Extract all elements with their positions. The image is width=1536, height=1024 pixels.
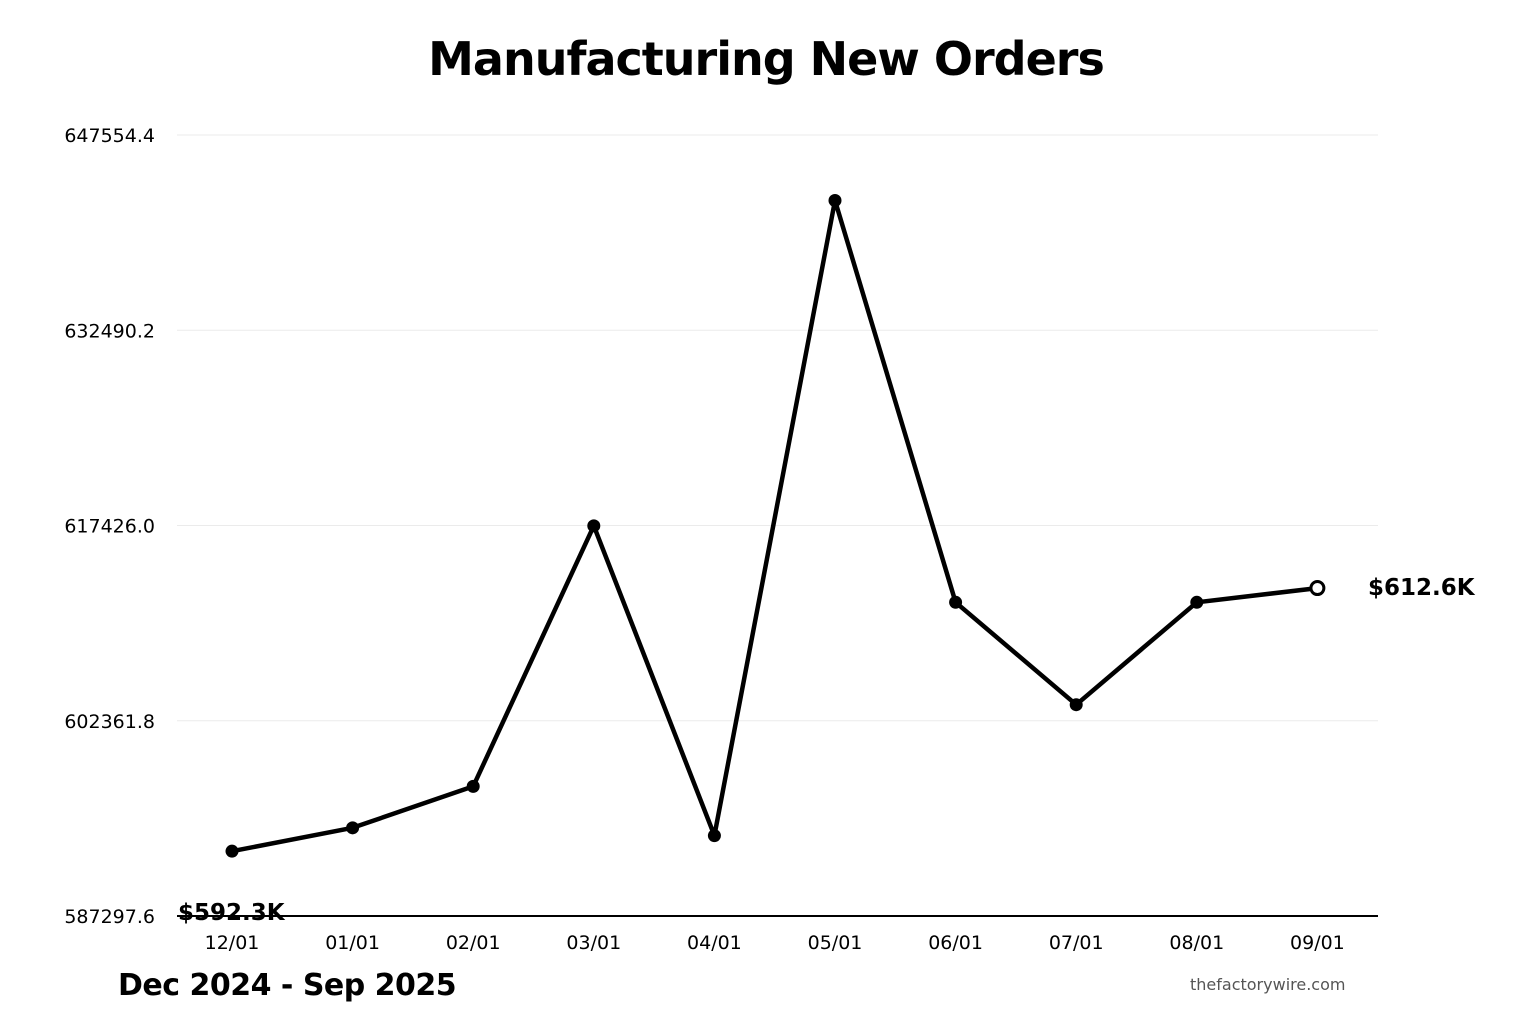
data-point — [1190, 595, 1204, 609]
data-point — [346, 821, 360, 835]
data-point-latest — [1309, 580, 1326, 597]
x-tick-label: 12/01 — [205, 932, 260, 954]
x-tick-label: 08/01 — [1169, 932, 1224, 954]
series-layer — [229, 198, 1320, 854]
x-tick-label: 09/01 — [1290, 932, 1345, 954]
y-tick-label: 587297.6 — [64, 906, 155, 928]
x-axis-tick-labels: 12/01 01/01 02/01 03/01 04/01 05/01 06/01 07/01… — [205, 932, 1345, 954]
x-tick-label: 01/01 — [325, 932, 380, 954]
data-point — [225, 844, 239, 858]
data-point — [587, 519, 601, 533]
data-point — [1069, 698, 1083, 712]
x-tick-label: 06/01 — [928, 932, 983, 954]
data-point — [949, 595, 963, 609]
data-point — [707, 829, 721, 843]
x-tick-label: 05/01 — [808, 932, 863, 954]
gridlines — [177, 134, 1378, 722]
y-tick-label: 632490.2 — [64, 320, 155, 342]
start-value-label: $592.3K — [178, 900, 286, 926]
end-value-label: $612.6K — [1368, 575, 1476, 601]
x-tick-label: 07/01 — [1049, 932, 1104, 954]
date-range-subtitle: Dec 2024 - Sep 2025 — [118, 968, 457, 1003]
source-credit: thefactorywire.com — [1190, 975, 1346, 994]
data-points — [225, 194, 1326, 858]
data-point — [466, 779, 480, 793]
data-point — [828, 194, 842, 208]
chart-title: Manufacturing New Orders — [428, 32, 1105, 86]
y-tick-label: 647554.4 — [64, 125, 155, 147]
x-tick-label: 04/01 — [687, 932, 742, 954]
x-tick-label: 03/01 — [566, 932, 621, 954]
x-tick-label: 02/01 — [446, 932, 501, 954]
series-line — [229, 198, 1320, 854]
y-axis-tick-labels: 587297.6 602361.8 617426.0 632490.2 647554.4 — [64, 125, 155, 928]
y-tick-label: 617426.0 — [64, 516, 155, 538]
y-tick-label: 602361.8 — [64, 711, 155, 733]
